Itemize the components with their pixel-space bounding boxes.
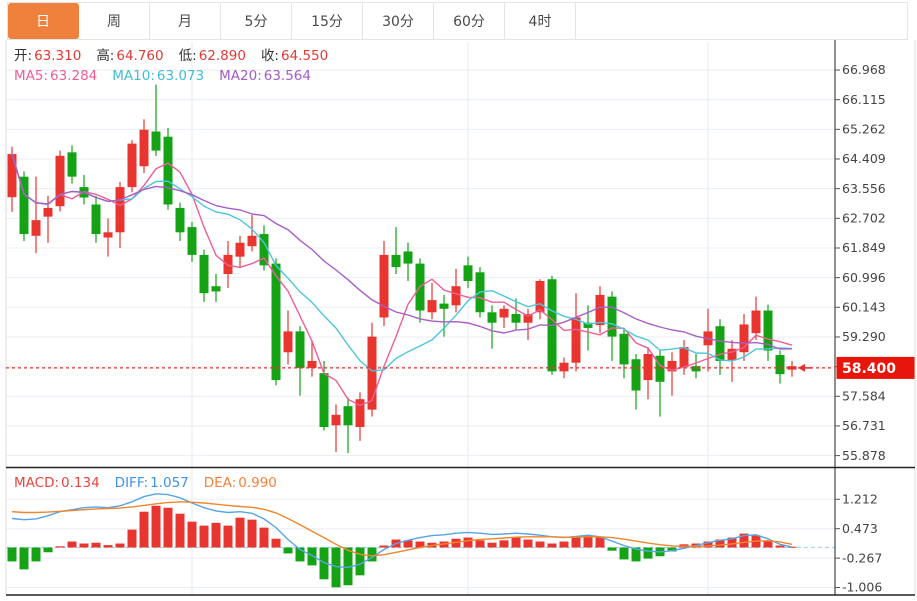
ma10-value: 63.073	[156, 68, 205, 84]
dea-line	[11, 501, 793, 557]
tab-5min[interactable]: 5分	[221, 3, 292, 39]
dea-value: 0.990	[238, 475, 277, 491]
svg-text:-0.267: -0.267	[842, 550, 882, 565]
tab-month[interactable]: 月	[150, 3, 221, 39]
gridlines-layer	[6, 42, 835, 595]
tab-4hour[interactable]: 4时	[505, 3, 576, 39]
svg-text:66.115: 66.115	[842, 92, 886, 107]
ma10-label: MA10:	[112, 68, 155, 84]
diff-line	[11, 493, 793, 569]
svg-text:55.878: 55.878	[842, 448, 886, 463]
svg-text:61.849: 61.849	[842, 240, 886, 255]
macd-value: 0.134	[61, 475, 100, 491]
tab-week[interactable]: 周	[79, 3, 150, 39]
ohlc-legend: 开: 63.310 高: 64.760 低: 62.890 收: 64.550	[14, 48, 328, 64]
tab-60min[interactable]: 60分	[434, 3, 505, 39]
open-label: 开:	[14, 48, 33, 64]
low-label: 低:	[178, 48, 197, 64]
current-price-badge: 58.400	[836, 356, 915, 379]
svg-text:58.400: 58.400	[842, 361, 896, 377]
dea-label: DEA:	[203, 475, 237, 491]
open-value: 63.310	[34, 48, 82, 64]
svg-text:59.290: 59.290	[842, 329, 886, 344]
ma5-line	[11, 153, 793, 407]
svg-text:63.556: 63.556	[842, 181, 886, 196]
ma20-label: MA20:	[219, 68, 262, 84]
diff-label: DIFF:	[114, 475, 149, 491]
ma5-value: 63.284	[50, 68, 98, 84]
svg-text:57.584: 57.584	[842, 388, 886, 403]
close-value: 64.550	[281, 48, 329, 64]
svg-text:0.473: 0.473	[842, 521, 878, 536]
ma20-value: 63.564	[263, 68, 311, 84]
svg-text:56.731: 56.731	[842, 418, 886, 433]
svg-text:66.968: 66.968	[842, 62, 886, 77]
current-price-marker	[798, 363, 805, 372]
high-value: 64.760	[116, 48, 164, 64]
diff-value: 1.057	[150, 475, 189, 491]
ma20-line	[11, 153, 793, 350]
candles-layer	[7, 84, 797, 454]
tab-30min[interactable]: 30分	[363, 3, 434, 39]
macd-histogram-layer	[7, 505, 797, 588]
macd-legend: MACD: 0.134 DIFF: 1.057 DEA: 0.990	[14, 475, 277, 491]
macd-label: MACD:	[14, 475, 60, 491]
ma5-label: MA5:	[14, 68, 49, 84]
svg-text:62.702: 62.702	[842, 211, 886, 226]
svg-text:1.212: 1.212	[842, 492, 878, 507]
close-label: 收:	[260, 48, 279, 64]
svg-text:-1.006: -1.006	[842, 580, 882, 595]
tab-day[interactable]: 日	[8, 3, 79, 39]
high-label: 高:	[96, 48, 115, 64]
svg-text:64.409: 64.409	[842, 151, 886, 166]
svg-text:60.143: 60.143	[842, 300, 886, 315]
ma-legend: MA5: 63.284 MA10: 63.073 MA20: 63.564	[14, 68, 311, 84]
low-value: 62.890	[198, 48, 246, 64]
tab-15min[interactable]: 15分	[292, 3, 363, 39]
svg-text:65.262: 65.262	[842, 122, 886, 137]
period-toolbar: 日 周 月 5分 15分 30分 60分 4时	[7, 2, 908, 40]
price-axis-labels: 66.968 66.115 65.262 64.409 63.556 62.702 61.8…	[835, 62, 886, 595]
svg-text:60.996: 60.996	[842, 270, 886, 285]
